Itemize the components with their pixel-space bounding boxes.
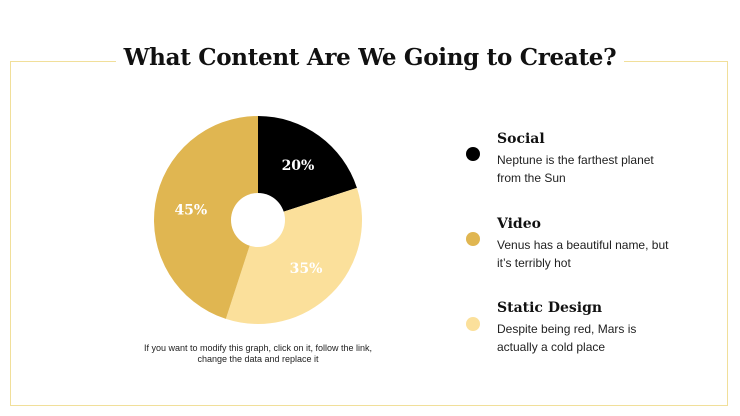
donut-chart[interactable]: 20% 35% 45% [148, 110, 368, 330]
legend-dot-video [466, 232, 480, 246]
pie-slice-video[interactable] [153, 116, 258, 319]
pie-label-static-design: 35% [290, 261, 323, 277]
title-container: What Content Are We Going to Create? [0, 40, 740, 76]
pie-slice-social[interactable] [258, 116, 357, 220]
pie-label-social: 20% [282, 158, 315, 174]
legend-dot-social [466, 147, 480, 161]
legend-title-video: Video [497, 216, 541, 232]
legend-dot-static-design [466, 317, 480, 331]
legend-desc-static-design: Despite being red, Mars is actually a co… [497, 322, 637, 354]
legend-title-static-design: Static Design [497, 300, 603, 316]
legend-desc-video: Venus has a beautiful name, but it’s ter… [497, 238, 669, 270]
donut-hole [231, 193, 285, 247]
chart-note: If you want to modify this graph, click … [143, 343, 373, 364]
pie-label-video: 45% [174, 202, 207, 218]
legend-title-social: Social [497, 131, 545, 147]
legend-desc-social: Neptune is the farthest planet from the … [497, 153, 654, 185]
slide-title: What Content Are We Going to Create? [115, 40, 625, 76]
